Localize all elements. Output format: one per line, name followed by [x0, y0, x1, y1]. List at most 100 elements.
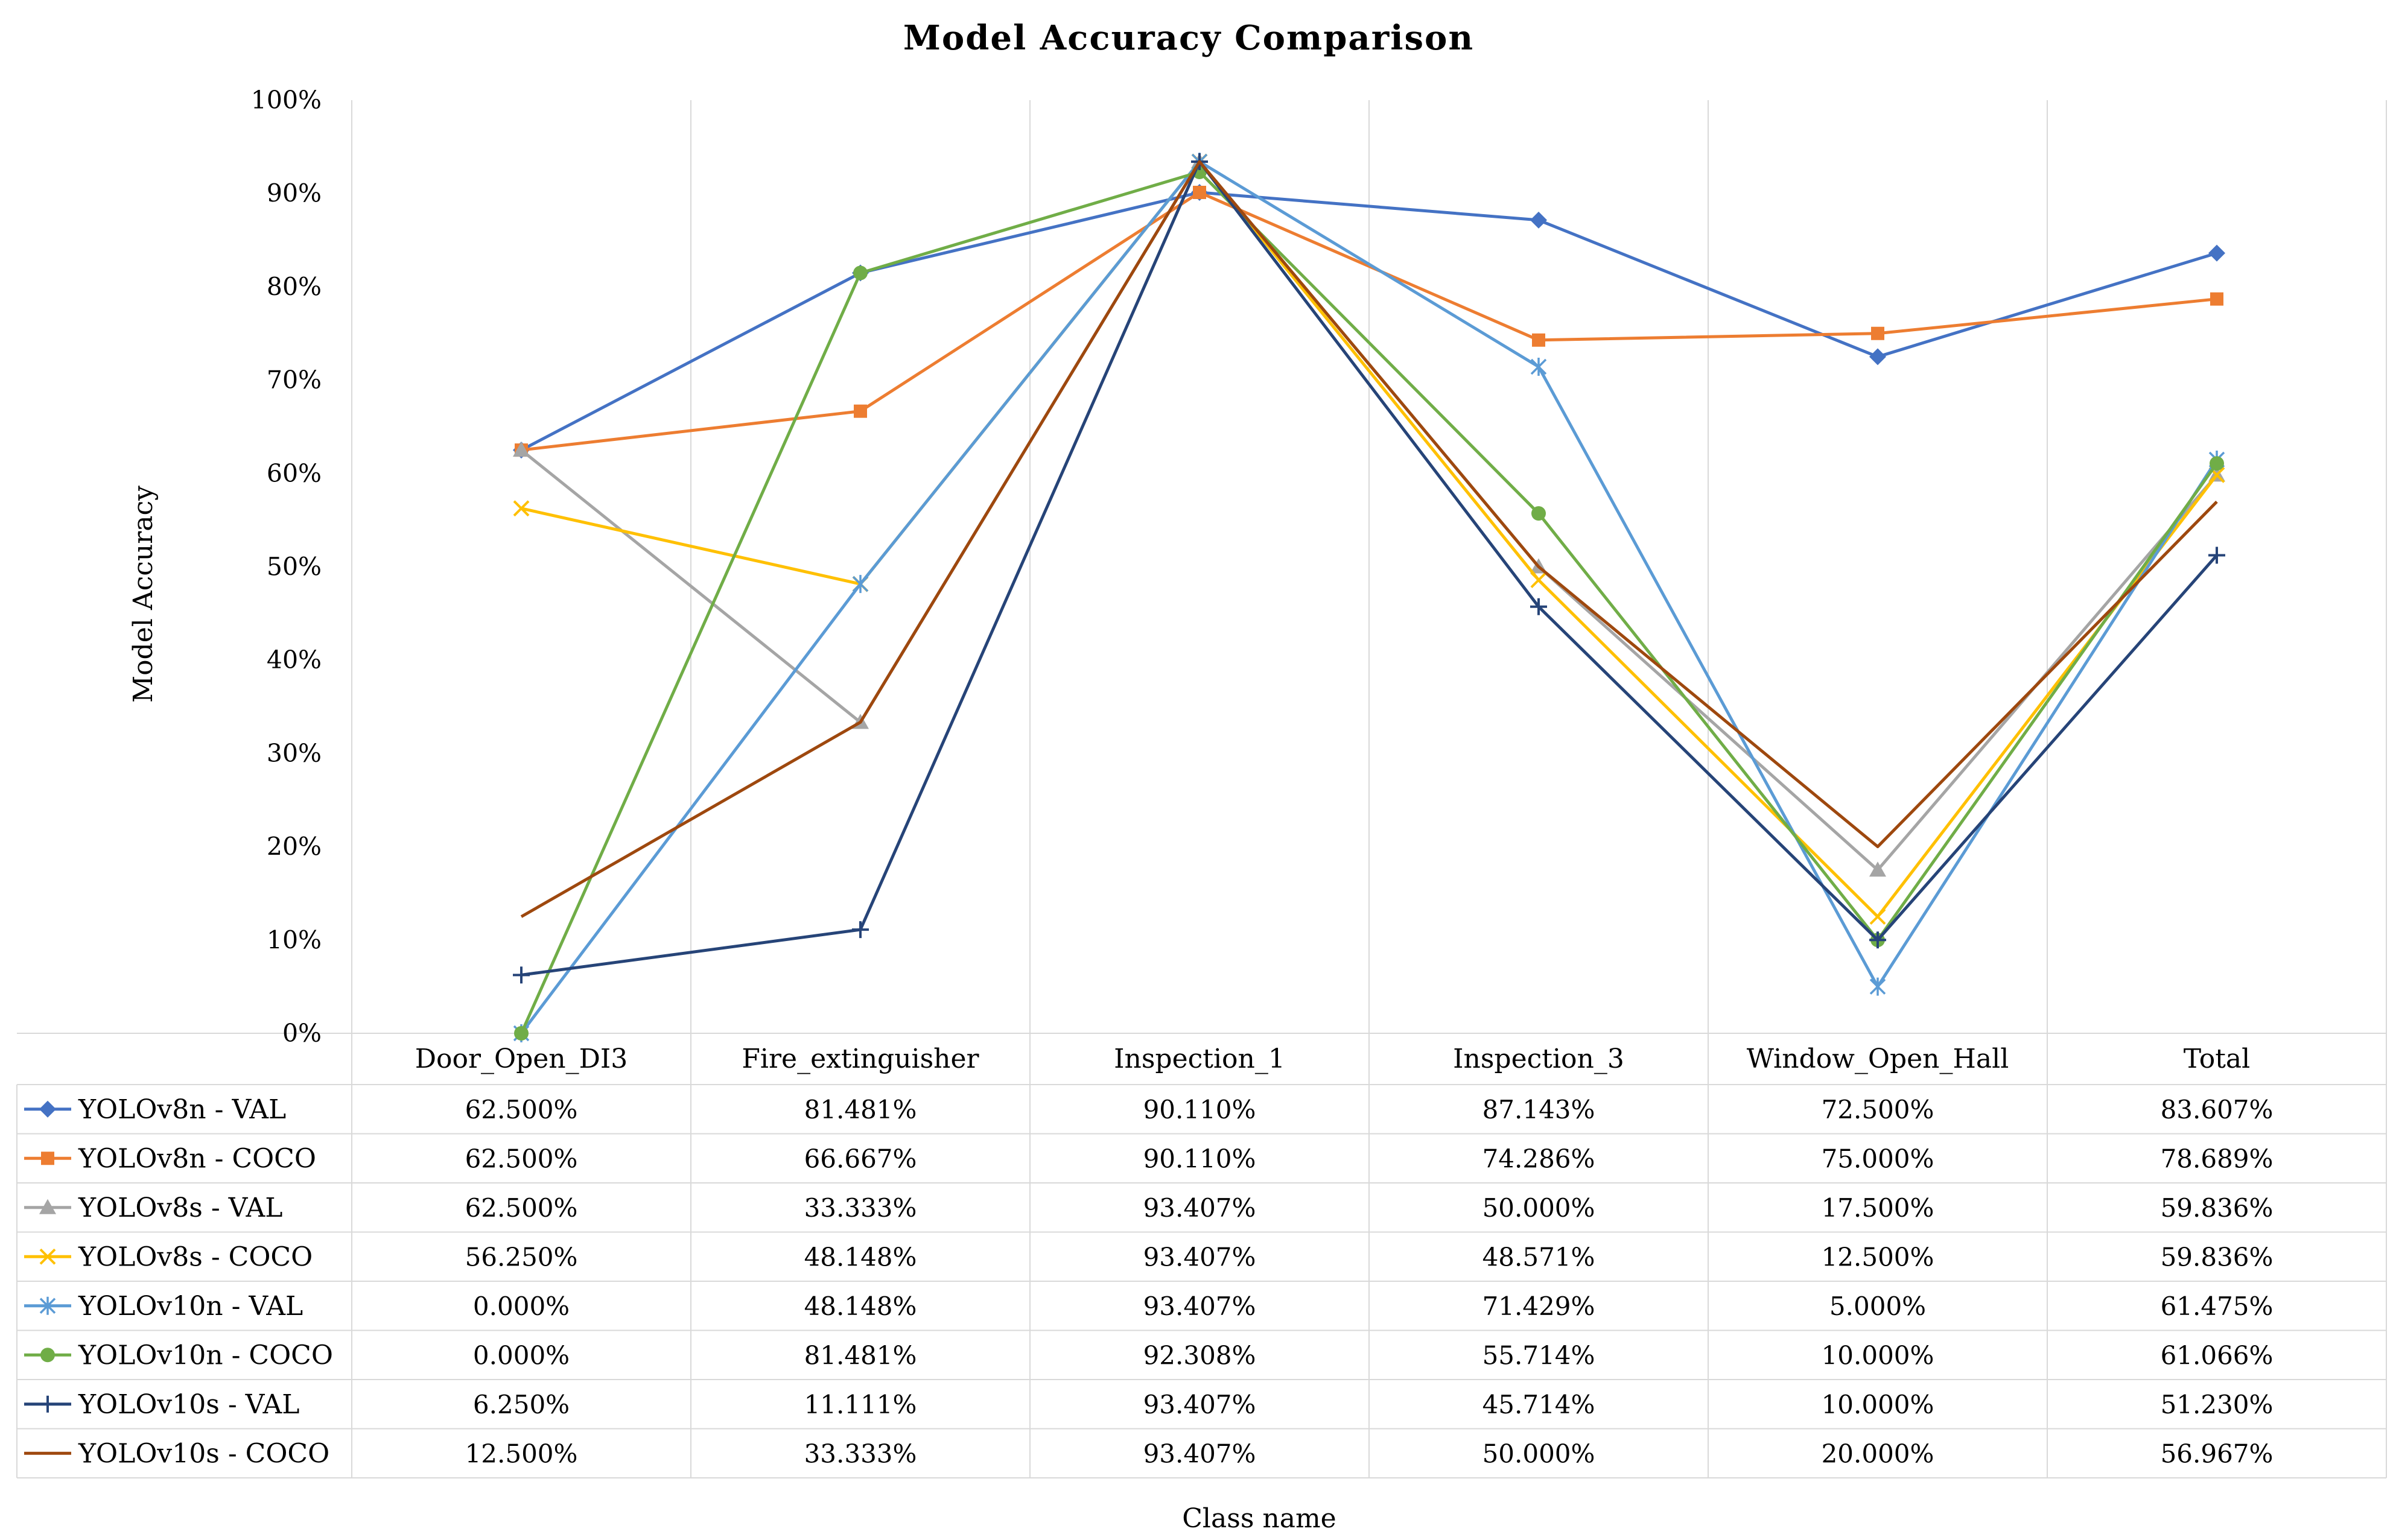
table-cell-value: 61.475% [2161, 1291, 2274, 1321]
table-cell-value: 59.836% [2161, 1242, 2274, 1272]
marker-plus [1530, 598, 1547, 615]
series-layer [513, 152, 2225, 1042]
marker-square [854, 404, 867, 418]
table-cell-value: 62.500% [465, 1095, 578, 1124]
marker-circle [514, 1026, 529, 1041]
table-cell-value: 6.250% [473, 1390, 570, 1419]
table-cell-value: 59.836% [2161, 1193, 2274, 1223]
table-cell-value: 0.000% [473, 1291, 570, 1321]
y-tick-label: 90% [267, 179, 322, 208]
series-group [513, 153, 2225, 984]
table-cell-value: 33.333% [804, 1193, 917, 1223]
y-tick-label: 100% [251, 86, 322, 115]
series-line [521, 160, 2218, 977]
legend-series-name: YOLOv10s - VAL [78, 1389, 299, 1420]
y-tick-label: 40% [267, 645, 322, 674]
table-cell-value: 62.500% [465, 1193, 578, 1223]
table-cell-value: 71.429% [1482, 1291, 1595, 1321]
legend-series-name: YOLOv8s - COCO [78, 1241, 313, 1272]
series-line [521, 160, 2218, 919]
marker-x [1530, 572, 1547, 589]
table-cell-value: 11.111% [804, 1390, 917, 1419]
marker-circle [853, 265, 868, 280]
category-label: Inspection_3 [1453, 1044, 1624, 1074]
legend-series-name: YOLOv10n - VAL [78, 1291, 303, 1322]
y-axis-ticks: 0% 10% 20% 30% 40% 50% 60% 70% 80% 90% 100% [251, 86, 322, 1048]
marker-circle [1531, 506, 1546, 521]
category-label: Fire_extinguisher [742, 1044, 979, 1074]
table-cell-value: 0.000% [473, 1340, 570, 1370]
table-cell-value: 93.407% [1143, 1242, 1256, 1272]
table-cell-value: 10.000% [1822, 1340, 1934, 1370]
y-tick-label: 80% [267, 272, 322, 301]
table-cell-value: 48.148% [804, 1242, 917, 1272]
marker-square [1871, 326, 1884, 340]
table-cell-value: 20.000% [1822, 1439, 1934, 1468]
y-tick-label: 60% [267, 459, 322, 488]
series-line [520, 160, 2219, 1035]
table-cell-value: 50.000% [1482, 1193, 1595, 1223]
table-cell-value: 61.066% [2161, 1340, 2274, 1370]
table-cell-value: 51.230% [2161, 1390, 2274, 1419]
series-line [520, 191, 2217, 452]
table-cell-value: 50.000% [1482, 1439, 1595, 1468]
y-tick-label: 20% [267, 832, 322, 861]
table-cell-value: 56.250% [465, 1242, 578, 1272]
table-cell-value: 12.500% [1822, 1242, 1934, 1272]
marker-plus [39, 1395, 56, 1413]
marker-circle [2210, 456, 2224, 471]
marker-star [1530, 357, 1547, 376]
table-cell-value: 93.407% [1143, 1193, 1256, 1223]
y-axis-label: Model Accuracy [128, 486, 159, 703]
table-cell-value: 55.714% [1482, 1340, 1595, 1370]
legend-series-name: YOLOv8n - VAL [78, 1094, 286, 1125]
table-cell-value: 10.000% [1822, 1390, 1934, 1419]
marker-x [39, 1248, 56, 1265]
table-cell-value: 56.967% [2161, 1439, 2274, 1468]
category-label: Total [2184, 1044, 2250, 1074]
x-axis-label: Class name [1182, 1503, 1336, 1534]
marker-diamond [1869, 348, 1886, 366]
legend-series-name: YOLOv8n - COCO [78, 1143, 316, 1174]
marker-x [513, 500, 530, 517]
marker-diamond [1530, 211, 1547, 229]
legend-series-name: YOLOv10n - COCO [78, 1340, 333, 1370]
marker-triangle [1869, 861, 1886, 877]
y-tick-label: 0% [282, 1019, 322, 1048]
table-cell-value: 90.110% [1143, 1144, 1256, 1173]
series-group [520, 160, 2218, 918]
table-cell-value: 93.407% [1143, 1291, 1256, 1321]
marker-plus [852, 921, 869, 939]
table-cell-value: 81.481% [804, 1095, 917, 1124]
table-cell-value: 45.714% [1482, 1390, 1595, 1419]
series-line [521, 191, 2217, 452]
table-cell-value: 74.286% [1482, 1144, 1595, 1173]
marker-plus [1869, 931, 1886, 949]
table-cell-value: 90.110% [1143, 1095, 1256, 1124]
category-label: Door_Open_DI3 [415, 1044, 628, 1074]
table-cell-value: 92.308% [1143, 1340, 1256, 1370]
table-cell-value: 93.407% [1143, 1390, 1256, 1419]
y-tick-label: 10% [267, 925, 322, 954]
marker-triangle [39, 1199, 56, 1214]
table-cell-value: 48.148% [804, 1291, 917, 1321]
table-cell-value: 72.500% [1822, 1095, 1934, 1124]
series-line [520, 170, 2219, 1035]
marker-star [39, 1296, 56, 1315]
marker-diamond [2208, 244, 2225, 262]
table-cell-value: 5.000% [1829, 1291, 1926, 1321]
legend-series-name: YOLOv8s - VAL [78, 1193, 282, 1223]
chart-title: Model Accuracy Comparison [903, 18, 1474, 58]
table-cell-value: 87.143% [1482, 1095, 1595, 1124]
y-tick-label: 30% [267, 739, 322, 768]
category-label: Window_Open_Hall [1747, 1044, 2009, 1074]
table-cell-value: 12.500% [465, 1439, 578, 1468]
table-cell-value: 62.500% [465, 1144, 578, 1173]
table-cell-value: 48.571% [1482, 1242, 1595, 1272]
y-tick-label: 70% [267, 366, 322, 395]
marker-plus [2208, 547, 2225, 564]
table-cell-value: 81.481% [804, 1340, 917, 1370]
marker-square [41, 1152, 54, 1165]
table-cell-value: 75.000% [1822, 1144, 1934, 1173]
marker-square [2210, 292, 2223, 306]
